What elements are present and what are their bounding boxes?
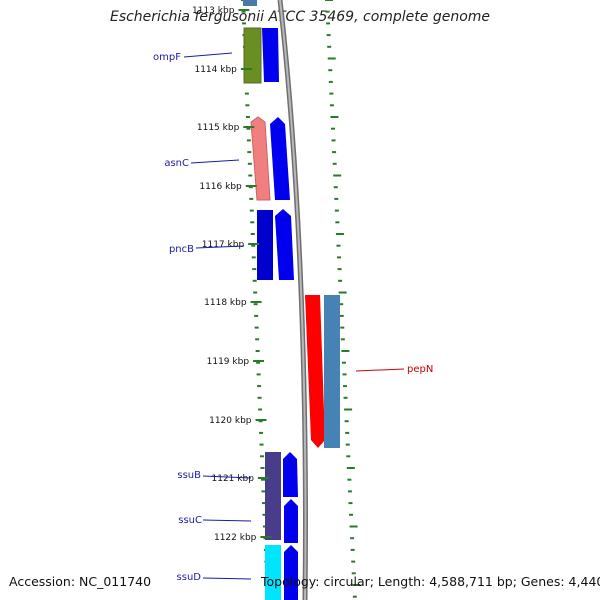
cds-arrow-asnC[interactable]	[270, 117, 290, 200]
kbp-label: 1116 kbp	[199, 182, 242, 192]
feature-ssuB[interactable]	[265, 452, 298, 540]
kbp-label: 1119 kbp	[207, 357, 250, 367]
gene-label-pncB[interactable]: pncB	[169, 244, 194, 255]
chromosome-backbone-highlight	[279, 0, 307, 600]
feature-asnC[interactable]	[250, 116, 290, 201]
callout-line-pepN	[355, 368, 405, 372]
cds-arrow-pepN[interactable]	[305, 295, 325, 448]
cds-arrow-pncB[interactable]	[275, 209, 294, 280]
kbp-label: 1114 kbp	[194, 65, 237, 75]
callout-line-asnC	[190, 159, 240, 164]
gene-label-pepN[interactable]: pepN	[407, 364, 433, 375]
feature-block-ompF[interactable]	[243, 27, 262, 84]
gene-label-ompF[interactable]: ompF	[153, 52, 181, 63]
left-tick-ring	[241, 0, 270, 598]
gene-callouts	[183, 52, 405, 580]
gene-label-asnC[interactable]: asnC	[164, 158, 189, 169]
callout-line-ssuD	[202, 577, 252, 580]
feature-block-pncB[interactable]	[257, 210, 273, 280]
kbp-label: 1117 kbp	[202, 240, 245, 250]
kbp-label: 1115 kbp	[197, 123, 240, 133]
callout-line-ompF	[183, 52, 233, 58]
kbp-scale: 1113 kbp 1114 kbp 1115 kbp 1116 kbp 1117 kbp…	[192, 6, 272, 543]
callout-line-ssuC	[202, 519, 252, 522]
feature-block-asnC[interactable]	[250, 116, 271, 201]
cds-arrow-ssuD[interactable]	[284, 545, 298, 600]
gene-labels: ompF asnC pncB pepN ssuB ssuC ssuD	[153, 52, 433, 583]
gene-label-ssuB[interactable]: ssuB	[177, 470, 201, 481]
kbp-label: 1118 kbp	[204, 298, 247, 308]
feature-block-ssuD[interactable]	[265, 545, 281, 600]
feature-block-pepN[interactable]	[324, 295, 340, 448]
cds-arrow-ompF[interactable]	[262, 28, 279, 82]
feature-ssuD[interactable]	[265, 545, 298, 600]
callout-line-pncB	[195, 245, 245, 249]
feature-block-top-fragment[interactable]	[243, 0, 257, 6]
kbp-label: 1121 kbp	[212, 474, 255, 484]
cds-arrow-ssuC[interactable]	[284, 499, 298, 543]
feature-pepN[interactable]	[305, 295, 340, 448]
kbp-label: 1122 kbp	[214, 533, 257, 543]
right-tick-ring	[325, 0, 361, 598]
kbp-label: 1120 kbp	[209, 416, 252, 426]
genome-summary-text: Topology: circular; Length: 4,588,711 bp…	[261, 574, 600, 589]
feature-ompF[interactable]	[243, 27, 279, 84]
map-title: Escherichia fergusonii ATCC 35469, compl…	[109, 9, 491, 25]
gene-label-ssuC[interactable]: ssuC	[178, 515, 202, 526]
kbp-label: 1113 kbp	[192, 6, 235, 16]
cds-arrow-ssuB[interactable]	[283, 452, 298, 497]
feature-block-ssuB[interactable]	[265, 452, 281, 540]
feature-pncB[interactable]	[257, 209, 294, 280]
callout-line-ssuB	[202, 475, 252, 479]
gene-label-ssuD[interactable]: ssuD	[177, 572, 202, 583]
accession-text: Accession: NC_011740	[9, 574, 152, 589]
